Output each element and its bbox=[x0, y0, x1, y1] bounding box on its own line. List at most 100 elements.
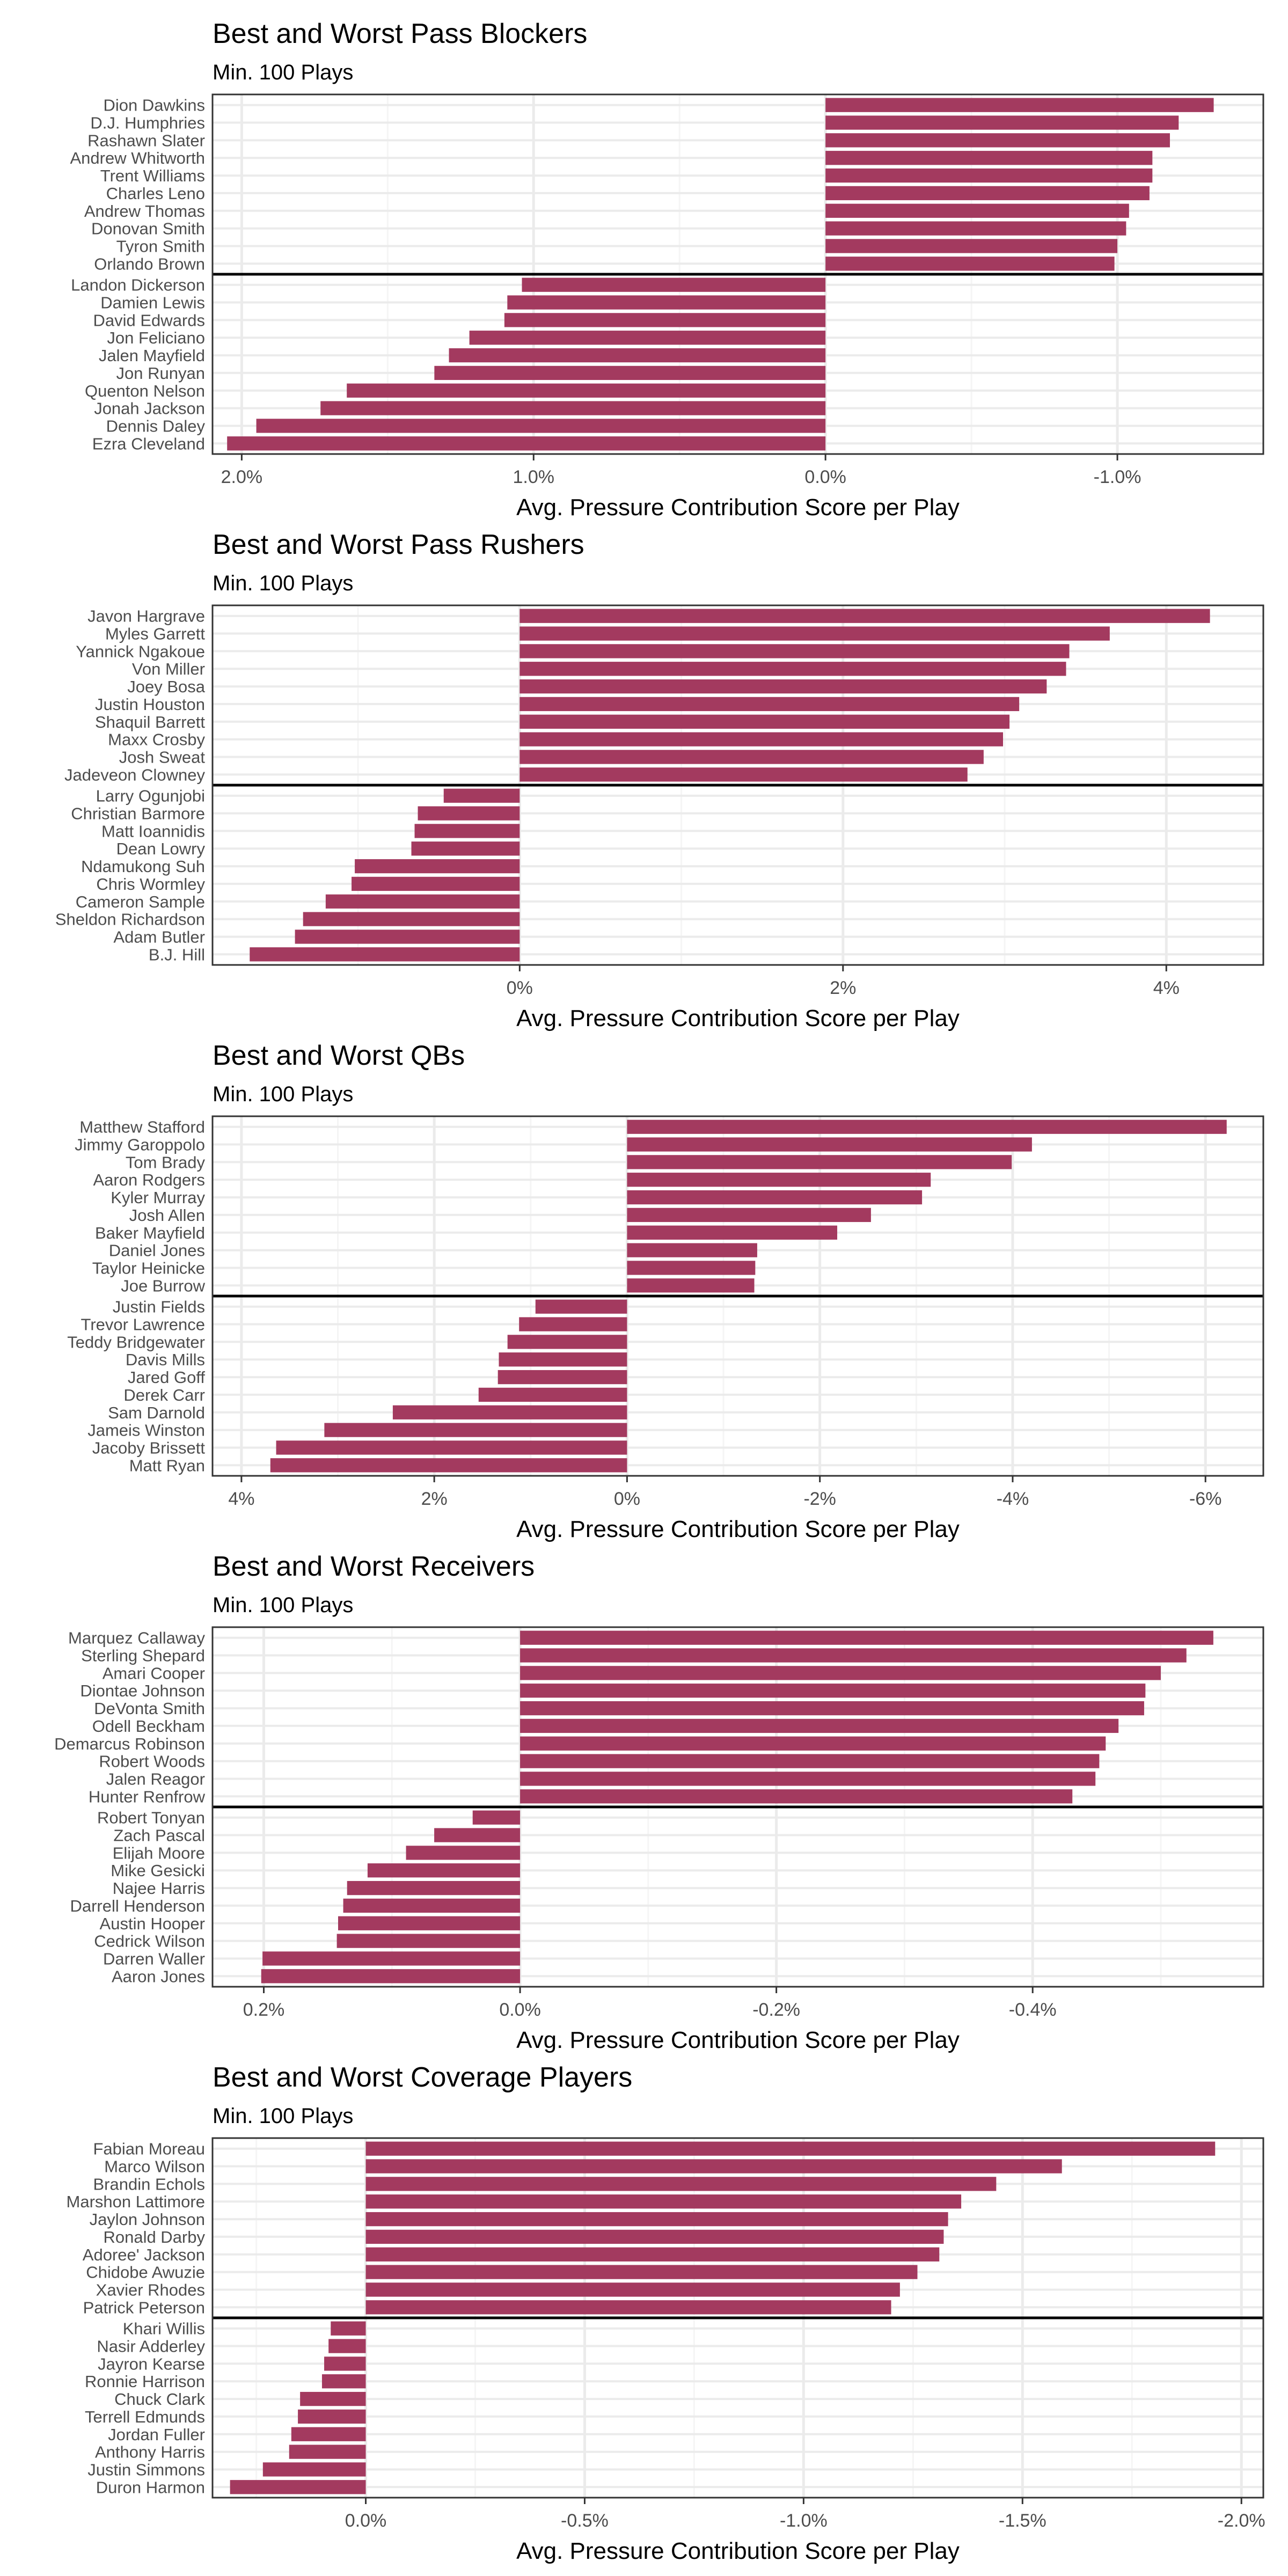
bar-trevor-lawrence bbox=[519, 1317, 627, 1331]
chart-title: Best and Worst Pass Blockers bbox=[213, 18, 587, 49]
y-tick-label: Ronald Darby bbox=[103, 2228, 205, 2246]
bar-joey-bosa bbox=[519, 679, 1047, 694]
y-tick-label: Aaron Rodgers bbox=[93, 1170, 205, 1189]
x-tick-label: -0.5% bbox=[561, 2511, 609, 2531]
y-tick-label: Davis Mills bbox=[126, 1350, 205, 1369]
x-tick-label: 0.0% bbox=[499, 2000, 541, 2020]
y-tick-label: Marco Wilson bbox=[104, 2157, 205, 2176]
y-tick-label: Robert Tonyan bbox=[97, 1809, 205, 1827]
y-tick-label: Orlando Brown bbox=[94, 254, 205, 273]
bar-daniel-jones bbox=[627, 1243, 757, 1257]
y-tick-label: Donovan Smith bbox=[91, 219, 205, 238]
chart-title: Best and Worst QBs bbox=[213, 1040, 465, 1071]
y-tick-label: Fabian Moreau bbox=[93, 2140, 205, 2158]
chart-subtitle: Min. 100 Plays bbox=[213, 61, 353, 84]
bar-hunter-renfrow bbox=[520, 1789, 1073, 1804]
x-tick-label: -4% bbox=[997, 1489, 1029, 1509]
y-tick-label: Marshon Lattimore bbox=[67, 2192, 205, 2211]
bar-von-miller bbox=[519, 662, 1066, 676]
bar-matt-ioannidis bbox=[414, 824, 520, 838]
bar-justin-fields bbox=[535, 1299, 627, 1314]
bar-tom-brady bbox=[627, 1155, 1012, 1169]
y-tick-label: Ronnie Harrison bbox=[85, 2372, 205, 2391]
y-tick-label: Larry Ogunjobi bbox=[96, 787, 205, 806]
y-tick-label: Tyron Smith bbox=[116, 237, 205, 255]
y-tick-label: Khari Willis bbox=[123, 2319, 205, 2338]
bar-nasir-adderley bbox=[328, 2339, 366, 2353]
bar-taylor-heinicke bbox=[627, 1261, 756, 1275]
x-tick-label: 0% bbox=[507, 978, 533, 998]
chart-title: Best and Worst Pass Rushers bbox=[213, 529, 584, 560]
x-tick-label: 0.0% bbox=[345, 2511, 387, 2531]
x-tick-label: -2.0% bbox=[1218, 2511, 1265, 2531]
y-tick-label: Marquez Callaway bbox=[68, 1629, 205, 1648]
bar-najee-harris bbox=[347, 1880, 521, 1896]
y-tick-label: D.J. Humphries bbox=[90, 114, 205, 133]
bar-jordan-fuller bbox=[291, 2427, 366, 2441]
y-tick-label: Dean Lowry bbox=[116, 839, 206, 858]
bar-aaron-rodgers bbox=[627, 1173, 931, 1187]
y-tick-label: Xavier Rhodes bbox=[96, 2280, 205, 2299]
y-tick-label: Chris Wormley bbox=[96, 875, 205, 894]
y-tick-label: Jadeveon Clowney bbox=[64, 765, 205, 784]
bar-landon-dickerson bbox=[522, 277, 826, 292]
y-tick-label: Andrew Whitworth bbox=[70, 149, 205, 167]
x-axis-title: Avg. Pressure Contribution Score per Pla… bbox=[516, 1516, 960, 1542]
y-tick-label: Andrew Thomas bbox=[84, 202, 205, 221]
bar-ndamukong-suh bbox=[355, 859, 520, 874]
bar-shaquil-barrett bbox=[519, 714, 1010, 729]
y-tick-label: Duron Harmon bbox=[96, 2478, 205, 2497]
y-tick-label: Chidobe Awuzie bbox=[86, 2263, 205, 2282]
bar-zach-pascal bbox=[434, 1828, 521, 1842]
y-tick-label: Justin Houston bbox=[95, 695, 205, 714]
y-tick-label: Amari Cooper bbox=[103, 1664, 205, 1682]
y-tick-label: Jameis Winston bbox=[87, 1421, 205, 1440]
y-tick-label: Brandin Echols bbox=[93, 2175, 205, 2193]
bar-demarcus-robinson bbox=[520, 1736, 1106, 1751]
bar-andrew-thomas bbox=[825, 203, 1129, 218]
bar-fabian-moreau bbox=[365, 2141, 1216, 2156]
y-tick-label: Demarcus Robinson bbox=[54, 1735, 205, 1753]
chart-subtitle: Min. 100 Plays bbox=[213, 1593, 353, 1617]
bar-jonah-jackson bbox=[320, 401, 826, 415]
y-tick-label: Matt Ioannidis bbox=[101, 822, 205, 840]
y-tick-label: Sterling Shepard bbox=[81, 1646, 205, 1665]
x-tick-label: 1.0% bbox=[513, 467, 555, 487]
y-tick-label: Derek Carr bbox=[123, 1386, 205, 1404]
x-tick-label: 2% bbox=[830, 978, 856, 998]
bar-joe-burrow bbox=[627, 1278, 755, 1293]
bar-jon-feliciano bbox=[469, 331, 826, 345]
x-tick-label: -2% bbox=[803, 1489, 836, 1509]
y-tick-label: Zach Pascal bbox=[113, 1826, 205, 1845]
panel-border bbox=[211, 1626, 1264, 1988]
bar-javon-hargrave bbox=[519, 609, 1210, 623]
bar-ezra-cleveland bbox=[227, 436, 826, 451]
y-tick-label: Anthony Harris bbox=[95, 2443, 205, 2462]
y-tick-label: Josh Sweat bbox=[119, 748, 206, 766]
y-tick-label: Jayron Kearse bbox=[98, 2354, 205, 2373]
y-tick-label: Damien Lewis bbox=[100, 294, 205, 312]
y-tick-label: Cedrick Wilson bbox=[94, 1932, 205, 1951]
y-tick-label: Sam Darnold bbox=[108, 1403, 205, 1422]
bar-donovan-smith bbox=[825, 221, 1126, 236]
chart-2: Best and Worst Pass Rushers Min. 100 Play… bbox=[55, 529, 1264, 1031]
y-tick-label: Justin Fields bbox=[113, 1298, 205, 1316]
y-tick-label: Jacoby Brissett bbox=[92, 1438, 206, 1457]
x-tick-label: 0.2% bbox=[243, 2000, 285, 2020]
y-tick-label: Dion Dawkins bbox=[103, 96, 205, 115]
bar-darren-waller bbox=[262, 1951, 521, 1966]
y-tick-label: Sheldon Richardson bbox=[55, 910, 205, 929]
bar-dennis-daley bbox=[256, 419, 826, 433]
y-tick-label: Trevor Lawrence bbox=[81, 1315, 205, 1334]
bar-b-j-hill bbox=[250, 947, 520, 962]
bar-josh-allen bbox=[627, 1208, 871, 1223]
bar-jaylon-johnson bbox=[365, 2212, 948, 2227]
x-axis-title: Avg. Pressure Contribution Score per Pla… bbox=[516, 2538, 960, 2564]
y-tick-label: Patrick Peterson bbox=[83, 2298, 205, 2317]
y-tick-label: Taylor Heinicke bbox=[92, 1258, 205, 1277]
y-tick-label: Jordan Fuller bbox=[108, 2425, 205, 2444]
y-tick-label: Elijah Moore bbox=[113, 1843, 205, 1862]
bar-matthew-stafford bbox=[627, 1119, 1227, 1134]
y-tick-label: Nasir Adderley bbox=[97, 2337, 205, 2356]
bar-larry-ogunjobi bbox=[443, 788, 520, 803]
